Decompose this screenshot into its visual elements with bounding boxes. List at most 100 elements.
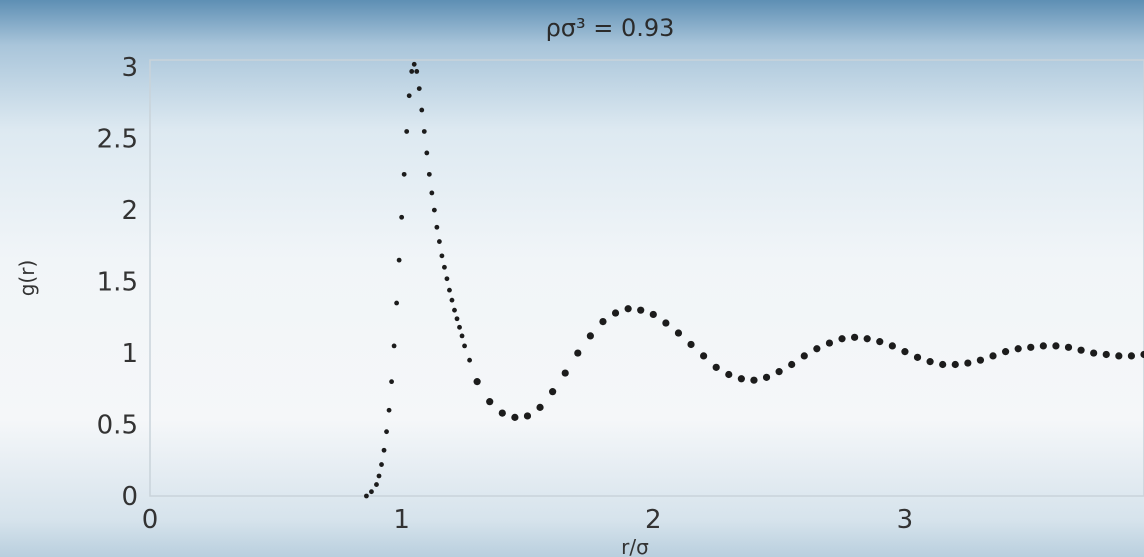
data-point: [989, 352, 997, 360]
data-point: [913, 353, 922, 361]
data-point: [662, 319, 670, 327]
data-point: [687, 340, 695, 349]
y-tick-label: 0.5: [97, 411, 138, 441]
y-tick-label: 1: [121, 339, 138, 369]
data-point: [431, 207, 437, 213]
data-point: [409, 69, 415, 74]
data-point: [384, 429, 389, 435]
data-point: [374, 482, 379, 487]
data-point: [424, 150, 430, 156]
data-point: [447, 287, 452, 293]
data-point: [426, 171, 432, 177]
data-point: [467, 357, 472, 363]
data-point: [511, 413, 519, 421]
data-point: [404, 129, 410, 134]
data-point: [429, 190, 435, 196]
chart-title: ρσ³ = 0.93: [546, 14, 675, 42]
y-tick-label: 1.5: [97, 268, 138, 298]
x-tick-label: 0: [142, 505, 159, 535]
data-point: [624, 305, 632, 313]
data-point: [863, 335, 871, 343]
data-point: [1039, 342, 1047, 350]
data-point: [369, 489, 374, 495]
data-point: [825, 339, 834, 347]
y-tick-label: 0: [121, 482, 138, 512]
data-point: [1140, 350, 1144, 359]
data-point: [1027, 343, 1035, 351]
data-point: [788, 360, 796, 369]
data-point: [800, 352, 808, 360]
data-point: [421, 129, 427, 134]
data-point: [444, 276, 450, 282]
data-point: [561, 369, 569, 377]
data-point: [976, 356, 985, 364]
data-point: [401, 171, 407, 177]
data-point: [436, 239, 442, 244]
data-point: [1115, 352, 1123, 360]
data-point: [386, 407, 392, 413]
data-point: [394, 300, 400, 306]
data-point: [762, 373, 771, 381]
data-point: [439, 253, 445, 259]
data-point: [473, 378, 481, 386]
x-axis-ticks: 0 1 2 3: [142, 505, 913, 535]
series-layer: [364, 61, 1144, 499]
data-point: [391, 343, 397, 349]
x-tick-label: 1: [393, 505, 410, 535]
data-point: [414, 69, 420, 74]
data-point: [813, 345, 821, 353]
data-point: [462, 343, 467, 349]
data-point: [574, 349, 582, 357]
data-point: [637, 306, 645, 314]
data-point: [1102, 350, 1110, 359]
data-point: [399, 214, 405, 220]
data-point: [586, 332, 594, 340]
data-point: [442, 264, 447, 270]
data-point: [851, 333, 859, 341]
y-tick-label: 2: [121, 196, 138, 226]
y-axis-label: g(r): [15, 260, 39, 297]
data-point: [523, 412, 532, 420]
x-axis-label: r/σ: [621, 535, 649, 557]
plot-area: [149, 59, 1144, 497]
data-point: [901, 348, 909, 356]
data-point: [700, 352, 708, 360]
data-point: [951, 360, 959, 369]
data-point: [725, 370, 733, 379]
data-point: [406, 93, 412, 99]
data-point: [1064, 343, 1073, 351]
data-point: [712, 363, 720, 371]
data-point: [419, 107, 425, 113]
data-point: [376, 473, 382, 479]
data-point: [1052, 342, 1060, 350]
y-tick-label: 2.5: [97, 125, 138, 155]
x-tick-label: 3: [897, 505, 914, 535]
data-point: [452, 307, 457, 313]
data-point: [939, 360, 947, 369]
data-point: [926, 358, 934, 366]
data-point: [1127, 352, 1136, 360]
data-point: [549, 388, 557, 396]
data-point: [964, 359, 972, 367]
data-point: [389, 379, 394, 385]
data-point: [454, 316, 460, 322]
data-point: [1001, 348, 1010, 356]
data-point: [416, 86, 422, 91]
data-point: [1014, 345, 1022, 353]
data-point: [611, 309, 620, 317]
data-point: [498, 409, 506, 417]
data-point: [457, 324, 462, 330]
data-point: [459, 333, 465, 339]
data-point: [674, 329, 683, 337]
data-point: [364, 493, 369, 499]
data-point: [381, 447, 387, 453]
data-point: [1077, 346, 1085, 354]
data-point: [411, 61, 417, 67]
data-point: [536, 403, 544, 411]
data-point: [649, 310, 657, 319]
data-point: [449, 297, 455, 303]
data-point: [876, 338, 884, 346]
data-point: [599, 318, 607, 326]
data-point: [775, 368, 783, 376]
